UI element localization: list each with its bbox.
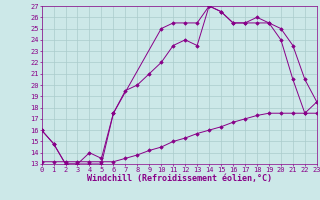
X-axis label: Windchill (Refroidissement éolien,°C): Windchill (Refroidissement éolien,°C) (87, 174, 272, 183)
